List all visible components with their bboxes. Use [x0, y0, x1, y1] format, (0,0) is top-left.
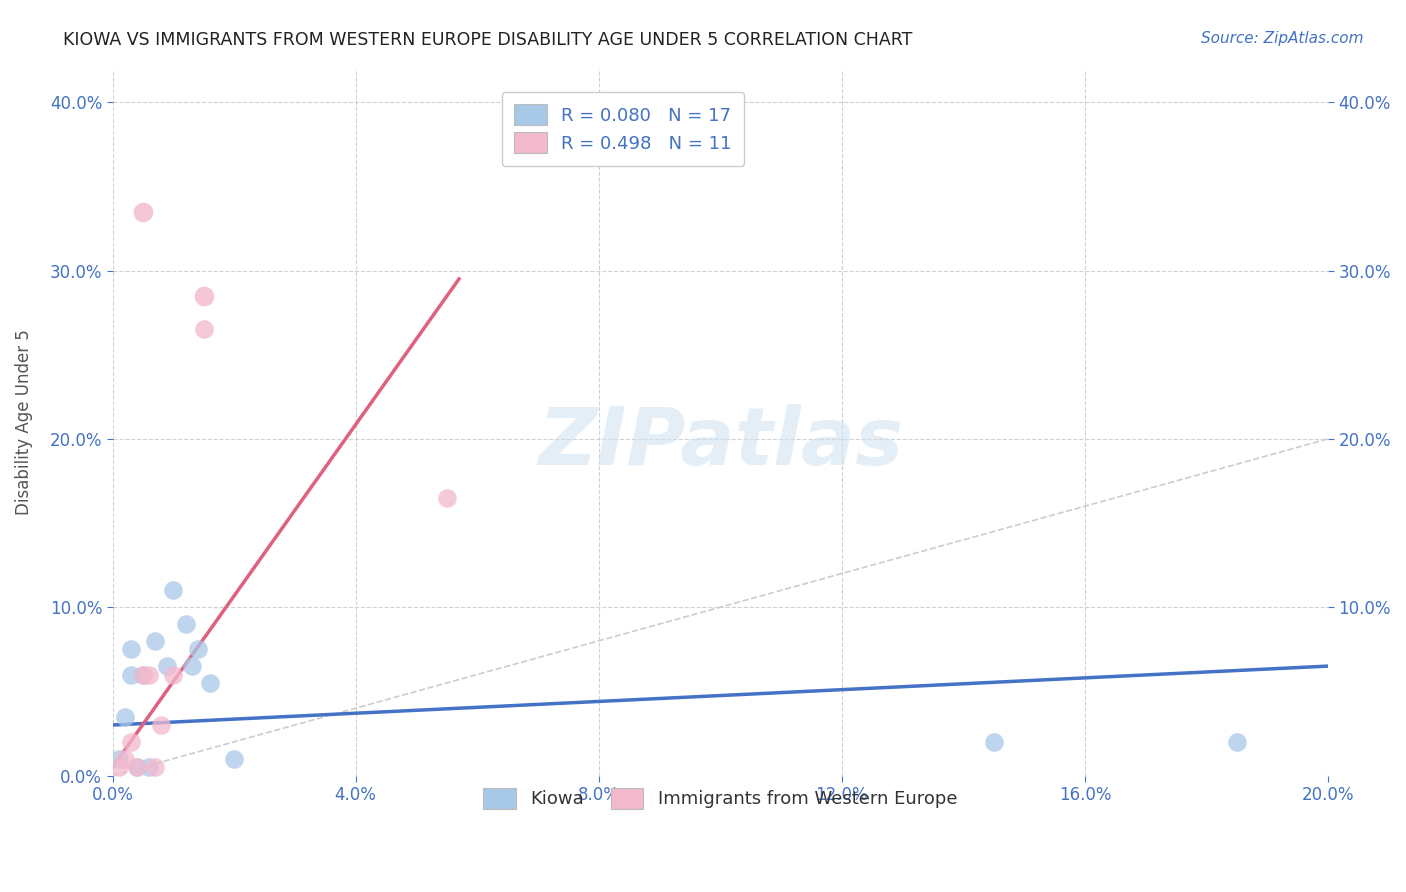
Point	[187, 642, 209, 657]
Point	[983, 735, 1005, 749]
Point	[224, 752, 246, 766]
Point	[132, 204, 155, 219]
Point	[436, 491, 458, 505]
Point	[107, 760, 129, 774]
Text: KIOWA VS IMMIGRANTS FROM WESTERN EUROPE DISABILITY AGE UNDER 5 CORRELATION CHART: KIOWA VS IMMIGRANTS FROM WESTERN EUROPE …	[63, 31, 912, 49]
Point	[132, 667, 155, 681]
Point	[143, 633, 166, 648]
Text: ZIPatlas: ZIPatlas	[538, 404, 903, 483]
Point	[174, 617, 197, 632]
Point	[138, 667, 160, 681]
Point	[107, 752, 129, 766]
Point	[114, 709, 136, 723]
Text: Source: ZipAtlas.com: Source: ZipAtlas.com	[1201, 31, 1364, 46]
Point	[156, 659, 179, 673]
Point	[132, 667, 155, 681]
Point	[120, 735, 142, 749]
Point	[1226, 735, 1249, 749]
Point	[150, 718, 173, 732]
Legend: Kiowa, Immigrants from Western Europe: Kiowa, Immigrants from Western Europe	[477, 780, 965, 816]
Point	[125, 760, 148, 774]
Point	[162, 583, 184, 598]
Point	[193, 322, 215, 336]
Point	[193, 289, 215, 303]
Point	[120, 642, 142, 657]
Point	[180, 659, 202, 673]
Point	[138, 760, 160, 774]
Point	[125, 760, 148, 774]
Point	[114, 752, 136, 766]
Point	[120, 667, 142, 681]
Point	[143, 760, 166, 774]
Point	[162, 667, 184, 681]
Y-axis label: Disability Age Under 5: Disability Age Under 5	[15, 329, 32, 515]
Point	[198, 676, 221, 690]
